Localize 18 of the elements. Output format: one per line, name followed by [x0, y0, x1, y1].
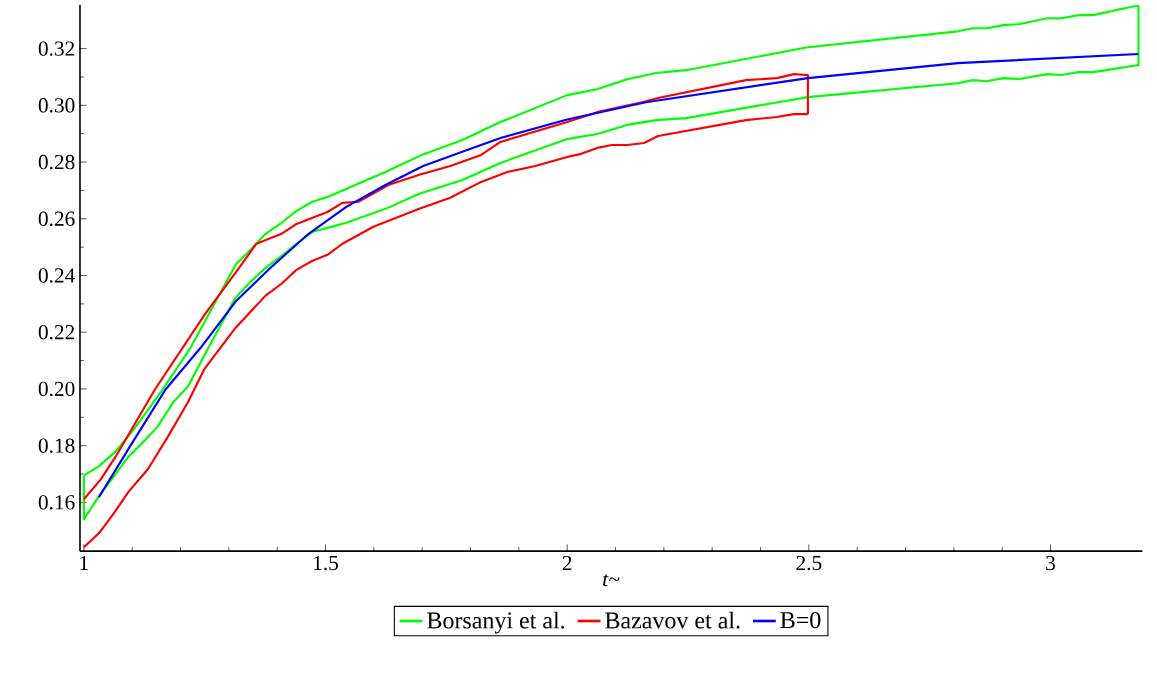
legend-label: Borsanyi et al.	[427, 611, 565, 634]
x-tick-label: 1.5	[314, 555, 338, 571]
y-tick-label: 0.24	[38, 268, 75, 283]
x-axis-title: t~	[603, 574, 620, 587]
x-tick-label: 3	[1046, 555, 1055, 571]
y-tick-label: 0.22	[38, 325, 75, 340]
y-tick-label: 0.26	[38, 211, 75, 227]
y-tick-label: 0.20	[38, 381, 75, 397]
y-tick-label: 0.16	[38, 495, 75, 510]
x-tick-label: 2	[562, 555, 572, 571]
y-tick-label: 0.30	[38, 98, 75, 113]
legend-label: Bazavov et al.	[605, 611, 740, 629]
y-tick-label: 0.28	[38, 154, 75, 170]
x-tick-label: 1	[80, 555, 88, 571]
y-tick-label: 0.18	[38, 438, 75, 453]
legend-label: B=0	[780, 612, 821, 629]
y-tick-label: 0.32	[38, 41, 75, 56]
x-tick-label: 2.5	[796, 555, 822, 571]
